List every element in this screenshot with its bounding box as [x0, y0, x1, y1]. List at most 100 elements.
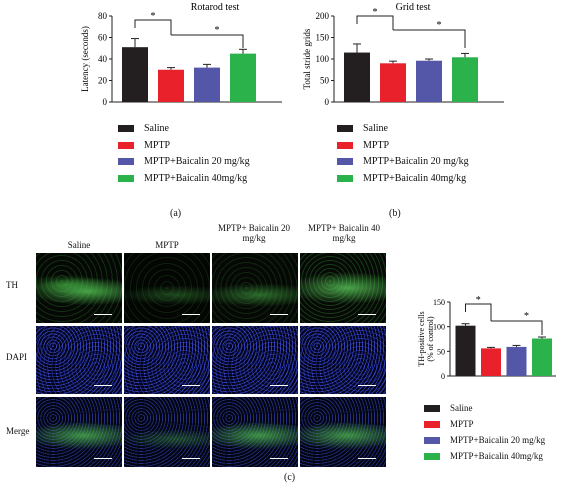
scale-bar	[270, 313, 288, 315]
micrograph-merge-saline	[36, 397, 122, 467]
micro-col-baicalin-20-label: MPTP+ Baicalin 20 mg/kg	[217, 223, 291, 243]
legend-item: MPTP	[424, 419, 474, 429]
legend-label: MPTP+Baicalin 40mg/kg	[450, 451, 543, 461]
bar	[194, 67, 220, 102]
legend-label: Saline	[450, 403, 473, 413]
scale-bar	[270, 384, 288, 386]
legend-swatch	[337, 158, 353, 165]
y-tick-label: 0	[441, 372, 445, 381]
legend-swatch	[118, 141, 134, 149]
scale-bar	[358, 384, 376, 386]
bar	[158, 69, 184, 102]
significance-star: *	[373, 7, 378, 18]
scale-bar	[94, 457, 112, 459]
significance-bracket	[491, 320, 543, 335]
micrograph-dapi-mptp	[124, 326, 210, 394]
legend-label: MPTP+Baicalin 20 mg/kg	[450, 435, 546, 445]
legend-item: MPTP	[118, 140, 170, 151]
y-tick-label: 0	[325, 97, 330, 107]
scale-bar	[182, 384, 200, 386]
y-tick-label: 20	[98, 76, 108, 86]
bar	[122, 47, 148, 102]
legend-item: MPTP+Baicalin 20 mg/kg	[424, 435, 545, 445]
scale-bar	[182, 457, 200, 459]
significance-bracket	[171, 34, 244, 48]
legend-swatch	[424, 436, 440, 444]
legend-label: MPTP	[363, 139, 390, 151]
y-tick-label: 0	[103, 97, 108, 107]
significance-bracket	[465, 303, 492, 321]
legend-label: MPTP	[450, 419, 474, 429]
legend-item: Saline	[337, 123, 388, 134]
legend-swatch	[118, 174, 134, 182]
micrograph-th-mptp	[124, 253, 210, 323]
micrograph-th-saline	[36, 253, 122, 323]
legend-item: MPTP+Baicalin 40mg/kg	[424, 451, 543, 461]
micro-col-saline: Saline	[67, 240, 91, 250]
micrograph-dapi-saline	[36, 326, 122, 394]
y-tick-label: 50	[437, 347, 445, 356]
micro-col-mptp: MPTP	[155, 240, 179, 250]
legend-label: MPTP+Baicalin 20 mg/kg	[144, 156, 250, 167]
significance-bracket	[393, 29, 466, 48]
y-axis-label: Latency (seconds)	[80, 26, 90, 92]
legend-swatch	[337, 125, 353, 132]
y-tick-label: 150	[433, 298, 445, 307]
micrograph-th-baicalin-20	[212, 253, 298, 323]
panel-label-a: (a)	[170, 208, 182, 219]
legend-swatch	[337, 174, 353, 182]
significance-bracket	[356, 15, 394, 30]
legend-item: Saline	[118, 123, 169, 134]
micrograph-merge-mptp	[124, 397, 210, 467]
legend-swatch	[118, 158, 134, 165]
legend-label: MPTP+Baicalin 40mg/kg	[363, 172, 467, 184]
legend-swatch	[424, 420, 440, 428]
micrograph-merge-baicalin-20	[212, 397, 298, 467]
panel-label-c: (c)	[284, 472, 296, 483]
legend-item: MPTP+Baicalin 40mg/kg	[118, 173, 247, 184]
significance-star: *	[524, 311, 529, 322]
legend-label: Saline	[363, 123, 388, 134]
y-tick-label: 150	[316, 33, 330, 43]
bar	[452, 57, 478, 102]
micrograph-merge-baicalin-40	[300, 397, 386, 467]
significance-star: *	[215, 25, 220, 36]
micro-col-baicalin-40-label: MPTP+ Baicalin 40 mg/kg	[307, 223, 381, 243]
significance-star: *	[437, 20, 442, 31]
grid-test-chart: Grid test Total stride grids 0 50 100 150 200 *…	[302, 2, 504, 107]
legend-label: MPTP	[144, 139, 171, 151]
micrograph-th-baicalin-40	[300, 253, 386, 323]
y-axis-label: Total stride grids	[302, 28, 312, 89]
legend-item: MPTP	[337, 140, 389, 151]
y-tick-label: 100	[433, 323, 445, 332]
legend-swatch	[118, 125, 134, 132]
scale-bar	[358, 313, 376, 315]
scale-bar	[358, 457, 376, 459]
legend-item: Saline	[424, 403, 473, 413]
th-positive-chart: TH-positive cells (% of control) 0 50 100 150…	[417, 295, 556, 381]
micro-col-baicalin-40: MPTP+ Baicalin 40 mg/kg	[298, 223, 390, 243]
scale-bar	[182, 313, 200, 315]
y-tick-label: 40	[98, 54, 108, 64]
y-tick-label: 60	[98, 33, 108, 43]
micro-row-dapi: DAPI	[6, 352, 28, 362]
bar	[230, 53, 256, 102]
y-tick-label: 50	[320, 76, 330, 86]
legend-item: MPTP+Baicalin 20 mg/kg	[118, 156, 250, 167]
y-tick-label: 200	[316, 11, 330, 21]
significance-star: *	[151, 11, 156, 22]
y-tick-label: 80	[98, 11, 108, 21]
micro-row-merge: Merge	[6, 426, 30, 436]
bar	[380, 63, 406, 102]
chart-title: Rotarod test	[191, 2, 240, 13]
legend-label: Saline	[144, 123, 169, 134]
bar	[481, 348, 501, 376]
y-axis-label: TH-positive cells	[417, 311, 426, 366]
significance-bracket	[134, 19, 172, 35]
legend-label: MPTP+Baicalin 20 mg/kg	[363, 156, 469, 167]
y-tick-label: 100	[316, 54, 330, 64]
scale-bar	[270, 457, 288, 459]
bar	[506, 346, 527, 376]
legend-swatch	[424, 452, 440, 460]
panel-label-b: (b)	[389, 208, 401, 219]
